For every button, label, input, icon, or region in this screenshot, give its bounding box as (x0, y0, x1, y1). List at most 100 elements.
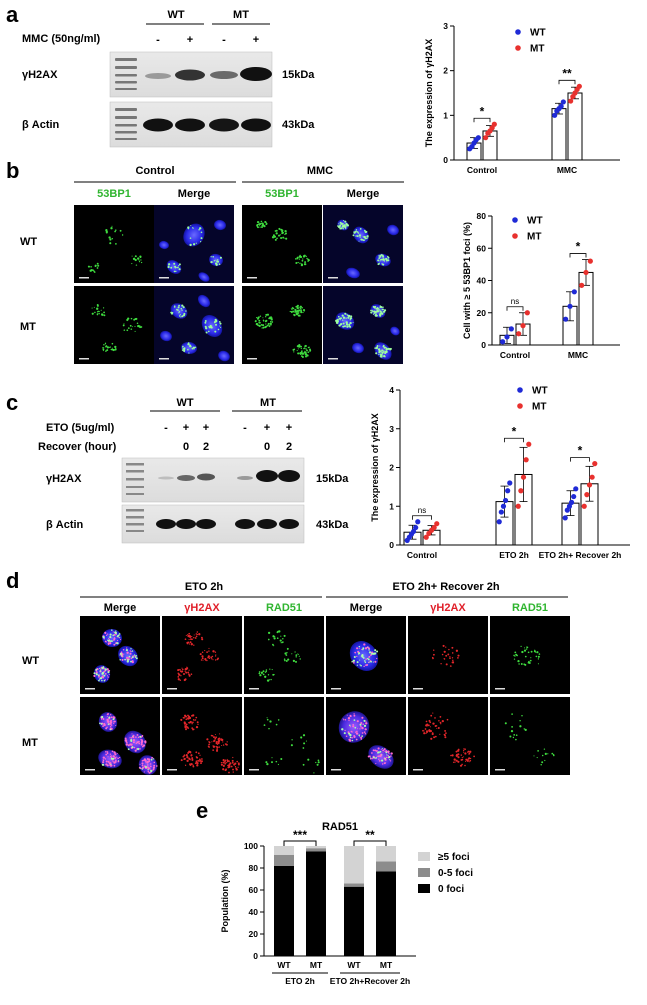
focus-dot (384, 757, 387, 760)
focus-dot (424, 728, 427, 730)
focus-dot (141, 734, 144, 737)
focus-dot (523, 663, 526, 666)
focus-dot (361, 732, 364, 734)
focus-dot (112, 720, 114, 723)
focus-dot (222, 761, 225, 764)
focus-dot (180, 675, 182, 677)
scale-bar (85, 688, 95, 690)
focus-dot (298, 314, 301, 317)
focus-dot (454, 761, 456, 763)
focus-dot (222, 759, 225, 762)
legend-label: MT (532, 402, 546, 413)
focus-dot (195, 756, 198, 758)
focus-dot (214, 651, 217, 653)
focus-dot (297, 261, 299, 264)
panel-letter-c: c (6, 390, 18, 415)
focus-dot (427, 724, 430, 727)
blot-c-gh2ax-membrane (121, 457, 305, 503)
significance-label: * (480, 104, 485, 118)
focus-dot (356, 661, 359, 664)
focus-dot (130, 650, 132, 653)
focus-dot (436, 727, 438, 729)
y-tick-label: 3 (389, 424, 394, 434)
focus-dot (139, 735, 142, 738)
focus-dot (280, 642, 282, 644)
data-point (434, 521, 440, 527)
focus-dot (130, 657, 133, 660)
focus-dot (387, 754, 389, 757)
focus-dot (375, 762, 377, 765)
focus-dot (119, 654, 121, 656)
focus-dot (258, 224, 260, 226)
focus-dot (111, 750, 114, 753)
focus-dot (433, 736, 436, 739)
focus-dot (170, 266, 173, 269)
focus-dot (377, 309, 379, 312)
focus-dot (379, 255, 382, 258)
focus-dot (432, 712, 434, 714)
y-tick-label: 60 (249, 885, 259, 895)
focus-dot (376, 657, 378, 660)
focus-dot (111, 347, 113, 349)
focus-dot (130, 660, 132, 663)
focus-dot (357, 232, 360, 234)
focus-dot (439, 715, 442, 718)
focus-dot (379, 314, 382, 317)
y-tick-label: 80 (249, 863, 259, 873)
focus-dot (200, 237, 203, 240)
focus-dot (338, 324, 341, 327)
focus-dot (349, 739, 352, 742)
focus-dot (371, 757, 373, 760)
focus-dot (197, 759, 200, 762)
data-point (523, 457, 529, 463)
focus-dot (451, 754, 454, 757)
focus-dot (210, 734, 213, 737)
focus-dot (431, 732, 434, 736)
focus-dot (301, 307, 304, 309)
focus-dot (440, 663, 442, 665)
focus-dot (364, 660, 366, 662)
blot-a-mark: + (187, 34, 193, 46)
focus-dot (123, 329, 126, 331)
focus-dot (197, 723, 199, 725)
focus-dot (104, 672, 107, 675)
focus-dot (305, 355, 307, 358)
focus-dot (215, 736, 218, 739)
focus-dot (381, 351, 384, 355)
focus-dot (144, 741, 147, 744)
focus-dot (226, 741, 228, 743)
focus-dot (122, 649, 125, 651)
focus-dot (110, 763, 112, 766)
focus-dot (260, 671, 264, 674)
focus-dot (389, 348, 392, 351)
focus-dot (359, 736, 360, 738)
focus-dot (102, 764, 105, 766)
focus-dot (515, 734, 518, 737)
focus-dot (208, 741, 211, 744)
y-axis-label: Cell with ≥ 5 53BP1 foci (%) (462, 222, 472, 339)
focus-dot (290, 744, 293, 747)
micrographs-b: Control MMC 53BP1 Merge 53BP1 Merge WT M… (20, 165, 404, 364)
focus-dot (513, 658, 516, 660)
focus-dot (304, 344, 307, 348)
focus-dot (216, 749, 219, 752)
focus-dot (354, 651, 357, 654)
focus-dot (305, 740, 307, 742)
focus-dot (429, 729, 432, 733)
focus-dot (256, 223, 259, 226)
focus-dot (101, 718, 103, 720)
53bp1-image (74, 286, 154, 364)
focus-dot (110, 761, 112, 763)
focus-dot (432, 653, 435, 656)
focus-dot (173, 270, 176, 273)
focus-dot (139, 748, 141, 750)
significance-bracket (283, 840, 317, 846)
focus-dot (351, 736, 353, 739)
focus-dot (259, 674, 262, 677)
focus-dot (267, 322, 270, 325)
focus-dot (280, 635, 282, 637)
focus-dot (363, 643, 366, 646)
scale-bar (249, 688, 259, 690)
focus-dot (275, 232, 278, 235)
blot-a-row-size: 15kDa (282, 69, 315, 81)
